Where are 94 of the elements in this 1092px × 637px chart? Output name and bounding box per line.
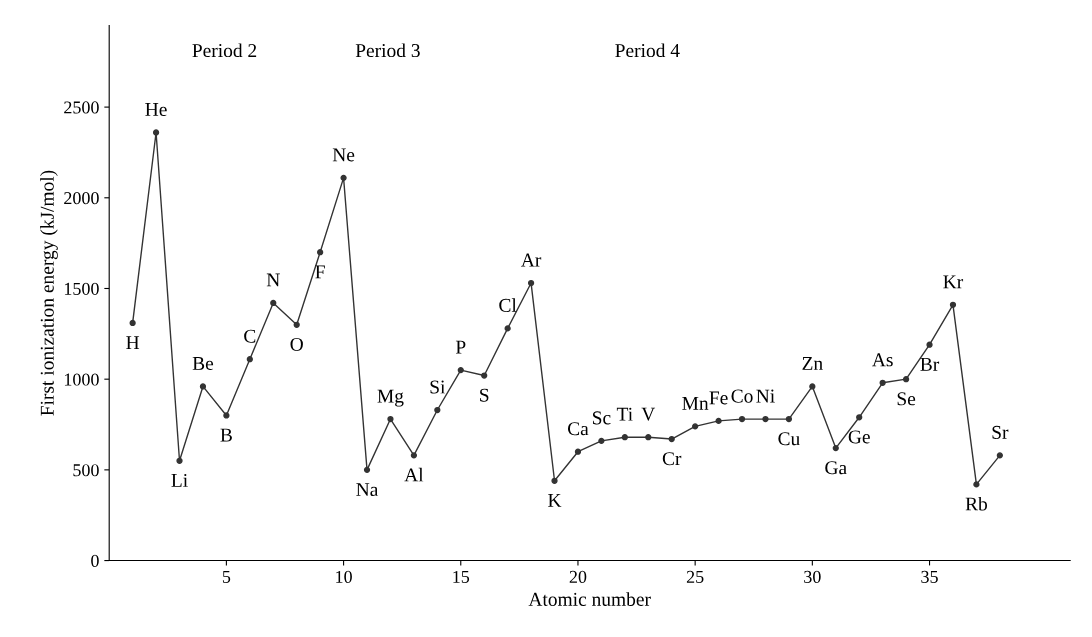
annotation: Cl xyxy=(499,298,517,312)
annotation: Ne xyxy=(332,148,355,162)
point xyxy=(340,174,347,181)
annotation: F xyxy=(315,265,325,279)
annotation: Ca xyxy=(567,422,589,436)
point xyxy=(598,437,605,444)
annotation: S xyxy=(480,388,489,402)
point xyxy=(434,406,441,414)
annotation: P xyxy=(455,340,466,354)
annotation: Al xyxy=(404,467,424,482)
point xyxy=(668,435,675,443)
annotation: Na xyxy=(356,483,379,497)
point xyxy=(152,129,160,136)
point xyxy=(317,249,324,256)
annotation: Period 4 xyxy=(615,43,680,58)
y-tick-label: 1500 xyxy=(64,282,99,295)
point xyxy=(363,466,371,473)
point xyxy=(926,341,933,348)
y-axis-title: First ionization energy (kJ/mol) xyxy=(40,170,58,416)
annotation: Period 3 xyxy=(355,43,420,58)
x-tick-label: 30 xyxy=(804,570,821,583)
annotation: H xyxy=(126,336,140,349)
annotation: Ni xyxy=(756,389,775,403)
point xyxy=(645,434,652,441)
x-tick-label: 25 xyxy=(686,570,704,583)
point xyxy=(574,448,582,455)
x-tick-label: 5 xyxy=(222,570,231,583)
annotation: V xyxy=(641,407,656,421)
point xyxy=(902,376,910,383)
annotation: N xyxy=(266,273,280,287)
y-tick-label: 2000 xyxy=(64,192,99,205)
annotation: Sc xyxy=(592,411,611,425)
x-tick-label: 10 xyxy=(336,570,352,583)
annotation: As xyxy=(872,353,893,367)
annotation: Li xyxy=(171,473,188,487)
y-tick-label: 0 xyxy=(91,554,99,567)
point xyxy=(246,356,253,363)
point xyxy=(176,457,183,464)
annotation: Cu xyxy=(778,432,800,446)
annotation: Period 2 xyxy=(192,43,257,58)
point xyxy=(996,452,1003,459)
annotation: C xyxy=(244,329,256,343)
point xyxy=(809,383,816,390)
point xyxy=(832,444,839,452)
annotation: Ge xyxy=(848,430,870,444)
annotation: Ti xyxy=(616,407,633,421)
annotation: Rb xyxy=(965,496,988,511)
annotation: Co xyxy=(731,389,753,403)
annotation: K xyxy=(548,494,562,507)
annotation: Be xyxy=(192,357,214,370)
point xyxy=(762,415,769,423)
annotation: Sr xyxy=(992,425,1009,439)
annotation: Zn xyxy=(802,357,823,370)
annotation: Ga xyxy=(825,461,847,475)
annotation: O xyxy=(290,337,303,351)
point xyxy=(856,414,863,421)
point xyxy=(387,415,394,423)
point xyxy=(785,415,793,423)
annotation: Kr xyxy=(943,275,964,289)
annotation: Mn xyxy=(682,396,709,410)
point xyxy=(973,481,980,488)
x-axis-title: Atomic number xyxy=(528,592,651,606)
y-tick-label: 500 xyxy=(73,464,99,477)
point xyxy=(738,415,746,423)
point xyxy=(527,279,535,287)
annotation: He xyxy=(145,103,167,117)
point xyxy=(692,423,699,430)
point xyxy=(949,301,957,308)
point xyxy=(504,325,511,332)
y-tick-label: 1000 xyxy=(64,373,99,386)
x-tick-label: 35 xyxy=(921,570,938,583)
point xyxy=(457,366,464,374)
point xyxy=(223,412,230,419)
point xyxy=(551,477,558,484)
point xyxy=(879,379,886,386)
point xyxy=(621,434,628,441)
annotation: Ar xyxy=(521,253,542,267)
point xyxy=(199,383,207,390)
y-tick-label: 2500 xyxy=(64,101,99,114)
point xyxy=(410,452,418,459)
x-tick-label: 20 xyxy=(569,570,587,583)
point xyxy=(270,299,277,307)
annotation: Mg xyxy=(377,389,404,407)
point xyxy=(129,319,136,327)
x-tick-label: 15 xyxy=(453,570,470,583)
annotation: Fe xyxy=(709,391,728,405)
annotation: B xyxy=(220,428,232,442)
point xyxy=(293,321,300,328)
annotation: Br xyxy=(920,357,940,371)
point xyxy=(715,417,722,425)
annotation: Cr xyxy=(662,452,682,466)
annotation: Si xyxy=(430,380,446,394)
point xyxy=(481,372,488,379)
annotation: Se xyxy=(897,392,916,406)
